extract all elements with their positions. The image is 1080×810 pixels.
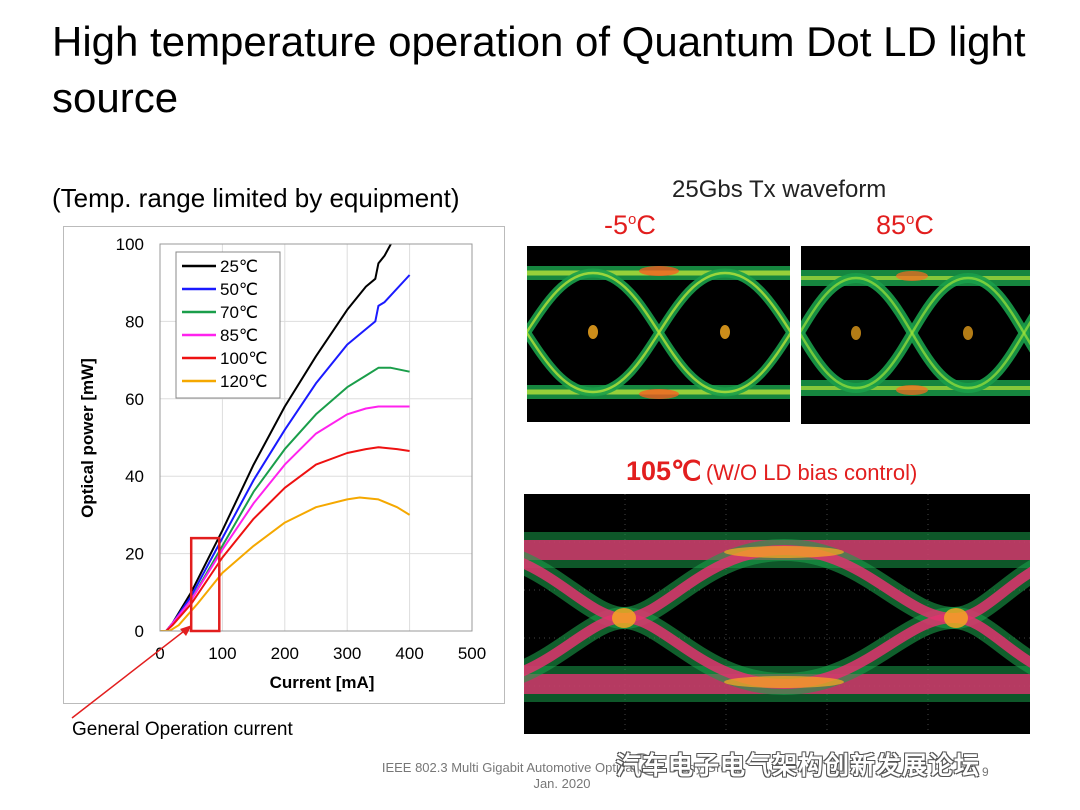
y-axis-label: Optical power [mW] xyxy=(78,358,97,518)
slide-title: High temperature operation of Quantum Do… xyxy=(52,18,1026,121)
wechat-icon xyxy=(629,753,661,776)
eye-label-105: 105℃ (W/O LD bias control) xyxy=(626,456,917,487)
eye-label-minus5-unit: C xyxy=(636,210,656,240)
page-number: 9 xyxy=(982,765,989,779)
legend-label: 85℃ xyxy=(220,326,258,345)
annotation-arrow xyxy=(71,627,189,719)
eye-label-minus5: -5oC xyxy=(604,210,656,241)
x-tick-label: 200 xyxy=(271,644,299,663)
y-tick-label: 100 xyxy=(116,235,144,254)
eye-label-85: 85oC xyxy=(876,210,934,241)
eye-label-105-note: (W/O LD bias control) xyxy=(705,460,918,485)
legend-box xyxy=(175,251,281,399)
eye-diagram-minus5 xyxy=(527,246,790,422)
eye-label-85-unit: C xyxy=(914,210,934,240)
x-tick-label: 400 xyxy=(395,644,423,663)
operation-current-annotation: General Operation current xyxy=(72,719,293,740)
series-line-5 xyxy=(160,496,411,631)
y-tick-label: 20 xyxy=(125,545,144,564)
eye-label-minus5-sup: o xyxy=(628,211,637,228)
waveform-title: 25Gbs Tx waveform xyxy=(672,176,887,203)
series-line-3 xyxy=(160,405,410,631)
legend-label: 100℃ xyxy=(220,349,267,368)
y-tick-label: 40 xyxy=(125,467,144,486)
x-axis-label: Current [mA] xyxy=(270,673,375,692)
legend-label: 120℃ xyxy=(220,372,267,391)
temperature-range-note: (Temp. range limited by equipment) xyxy=(52,183,460,213)
eye-diagram-85 xyxy=(801,246,1030,424)
operation-current-highlight-box xyxy=(189,536,221,633)
li-chart-frame xyxy=(63,226,505,704)
x-tick-label: 100 xyxy=(208,644,236,663)
y-tick-label: 60 xyxy=(125,390,144,409)
eye-label-85-sup: o xyxy=(906,211,915,228)
eye-label-minus5-value: -5 xyxy=(604,210,629,240)
annotation-arrow-head xyxy=(180,625,192,636)
watermark-text: 汽车电子电气架构创新发展论坛 xyxy=(616,752,981,780)
legend-label: 50℃ xyxy=(220,280,258,299)
footer-line-2: Jan. 2020 xyxy=(533,776,591,791)
y-tick-label: 0 xyxy=(135,622,144,641)
x-tick-label: 500 xyxy=(458,644,486,663)
legend-label: 25℃ xyxy=(220,257,258,276)
x-tick-label: 0 xyxy=(155,644,164,663)
li-chart: 0 100 200 300 400 500 0 20 40 60 80 100 25℃ 50℃ 70℃ 85… xyxy=(78,235,486,692)
eye-diagram-105 xyxy=(524,494,1030,734)
series-line-4 xyxy=(160,446,410,631)
plot-area xyxy=(159,243,473,632)
y-tick-label: 80 xyxy=(125,312,144,331)
x-tick-label: 300 xyxy=(333,644,361,663)
legend-label: 70℃ xyxy=(220,303,258,322)
eye-label-85-value: 85 xyxy=(876,210,907,240)
eye-label-105-value: 105℃ xyxy=(626,456,702,486)
